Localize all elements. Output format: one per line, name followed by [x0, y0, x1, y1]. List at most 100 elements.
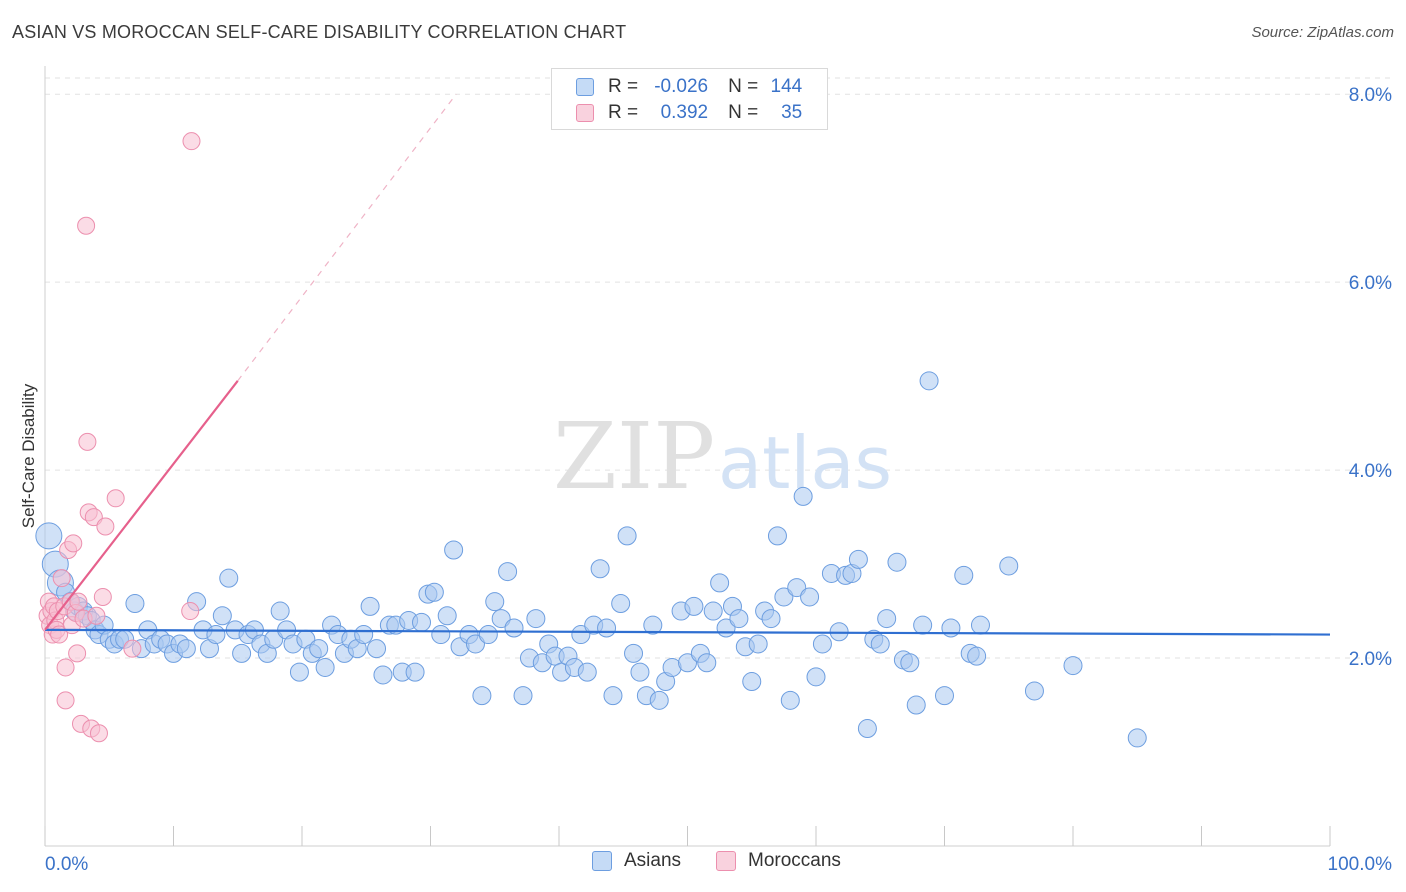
- data-point-asians: [577, 662, 597, 682]
- data-point-asians: [800, 587, 820, 607]
- data-point-asians: [787, 578, 807, 598]
- data-point-moroccans: [87, 606, 106, 625]
- data-point-moroccans: [68, 644, 87, 663]
- data-point-asians: [906, 695, 926, 715]
- data-point-asians: [424, 582, 444, 602]
- watermark: ZIP atlas: [553, 403, 892, 510]
- data-point-asians: [684, 596, 704, 616]
- legend-swatch-asians: [592, 851, 612, 871]
- series-legend: Asians Moroccans: [0, 850, 1406, 880]
- data-point-asians: [877, 609, 897, 629]
- data-point-asians: [710, 573, 730, 593]
- legend-r-value: 0.392: [660, 102, 709, 123]
- data-point-asians: [649, 690, 669, 710]
- data-point-asians: [806, 667, 826, 687]
- data-point-asians: [176, 639, 196, 659]
- data-point-asians: [848, 549, 868, 569]
- legend-n-value: 144: [770, 76, 803, 97]
- data-point-asians: [437, 606, 457, 626]
- trendline-extension-moroccans: [237, 93, 457, 382]
- data-point-asians: [405, 662, 425, 682]
- data-point-asians: [761, 609, 781, 629]
- data-point-asians: [491, 609, 511, 629]
- data-point-moroccans: [69, 592, 88, 611]
- chart-title: ASIAN VS MOROCCAN SELF-CARE DISABILITY C…: [12, 22, 627, 42]
- data-point-asians: [590, 559, 610, 579]
- data-point-moroccans: [52, 569, 71, 588]
- legend-item-asians[interactable]: Asians: [592, 850, 681, 872]
- legend-item-moroccans[interactable]: Moroccans: [716, 850, 841, 872]
- trendline-moroccans: [44, 380, 239, 631]
- data-point-asians: [729, 609, 749, 629]
- data-point-asians: [919, 371, 939, 391]
- data-point-moroccans: [78, 432, 97, 451]
- x-tick-label: 0.0%: [45, 854, 88, 875]
- data-point-asians: [603, 686, 623, 706]
- data-point-moroccans: [89, 724, 108, 743]
- legend-row-asians: R = -0.026 N = 144: [576, 75, 802, 99]
- data-point-asians: [793, 486, 813, 506]
- data-point-asians: [478, 625, 498, 645]
- data-point-asians: [367, 639, 387, 659]
- data-point-asians: [887, 552, 907, 572]
- data-point-asians: [513, 686, 533, 706]
- data-point-asians: [289, 662, 309, 682]
- data-point-moroccans: [93, 587, 112, 606]
- data-point-asians: [611, 594, 631, 614]
- data-point-asians: [206, 625, 226, 645]
- data-point-asians: [857, 719, 877, 739]
- data-point-asians: [617, 526, 637, 546]
- data-point-asians: [913, 615, 933, 635]
- y-axis-label: Self-Care Disability: [19, 383, 38, 528]
- y-tick-label: 8.0%: [1349, 85, 1392, 106]
- data-point-moroccans: [64, 534, 83, 553]
- legend-r-label: R =: [608, 76, 639, 97]
- data-point-asians: [232, 643, 252, 663]
- data-point-asians: [697, 653, 717, 673]
- data-point-asians: [354, 625, 374, 645]
- data-point-asians: [742, 672, 762, 692]
- data-point-asians: [212, 606, 232, 626]
- legend-swatch-asians: [576, 78, 594, 96]
- correlation-legend: R = -0.026 N = 144 R = 0.392 N = 35: [551, 68, 828, 130]
- data-point-moroccans: [106, 489, 125, 508]
- data-point-asians: [360, 596, 380, 616]
- y-tick-label: 4.0%: [1349, 461, 1392, 482]
- legend-n-label: N =: [728, 102, 759, 123]
- data-point-asians: [498, 562, 518, 582]
- data-point-asians: [774, 587, 794, 607]
- data-point-asians: [465, 634, 485, 654]
- data-point-moroccans: [96, 517, 115, 536]
- data-point-asians: [935, 686, 954, 706]
- data-point-moroccans: [123, 639, 142, 658]
- data-point-moroccans: [181, 602, 200, 621]
- data-point-asians: [630, 662, 650, 682]
- data-point-asians: [412, 612, 432, 632]
- data-point-asians: [954, 565, 974, 585]
- axes: [44, 66, 1331, 847]
- legend-swatch-moroccans: [576, 104, 594, 122]
- legend-r-value: -0.026: [654, 76, 709, 97]
- data-point-asians: [812, 634, 832, 654]
- legend-r-label: R =: [608, 102, 639, 123]
- data-point-asians: [748, 634, 768, 654]
- data-point-asians: [967, 646, 987, 666]
- data-point-asians: [1127, 728, 1147, 748]
- data-point-asians: [472, 686, 492, 706]
- data-point-asians: [780, 690, 800, 710]
- data-point-asians: [703, 601, 723, 621]
- data-point-asians: [643, 615, 663, 635]
- legend-n-label: N =: [728, 76, 759, 97]
- legend-swatch-moroccans: [716, 851, 736, 871]
- y-tick-label: 2.0%: [1349, 649, 1392, 670]
- data-point-asians: [125, 594, 145, 614]
- data-point-asians: [485, 592, 505, 612]
- trendline-asians: [44, 628, 1331, 636]
- data-point-asians: [526, 609, 546, 629]
- data-point-moroccans: [182, 132, 201, 151]
- x-tick-label: 100.0%: [1328, 854, 1393, 875]
- data-point-asians: [504, 618, 524, 638]
- data-point-asians: [35, 522, 63, 550]
- data-point-asians: [219, 568, 239, 588]
